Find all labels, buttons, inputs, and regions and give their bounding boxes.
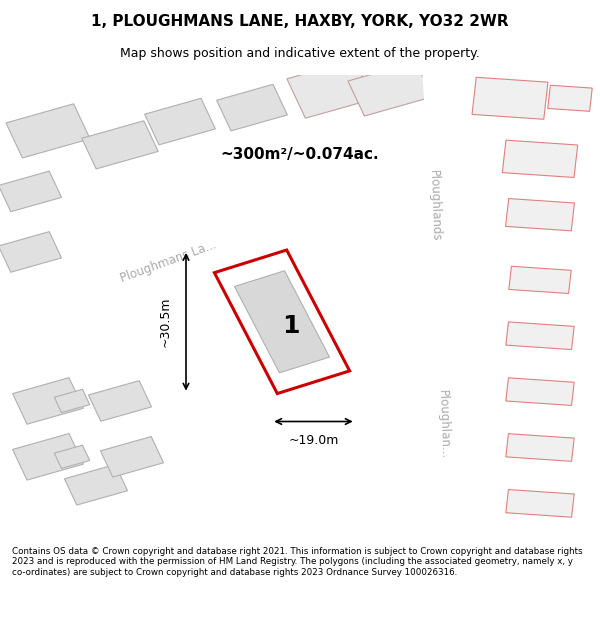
Polygon shape [506,489,574,518]
Polygon shape [548,85,592,111]
Polygon shape [82,121,158,169]
Polygon shape [88,381,152,421]
Polygon shape [348,62,432,116]
Polygon shape [13,434,83,480]
Polygon shape [0,232,62,272]
Polygon shape [64,464,128,505]
Text: Ploughlan...: Ploughlan... [436,389,452,459]
Polygon shape [506,199,574,231]
Text: 1: 1 [282,314,300,339]
Polygon shape [0,171,62,212]
Polygon shape [217,84,287,131]
Polygon shape [13,378,83,424]
Text: Ploughmans La...: Ploughmans La... [118,238,218,284]
Polygon shape [55,445,89,469]
Polygon shape [235,271,329,372]
Polygon shape [214,250,350,394]
Polygon shape [100,436,164,477]
Text: ~30.5m: ~30.5m [158,296,172,347]
Polygon shape [502,140,578,177]
Polygon shape [509,266,571,294]
Text: ~300m²/~0.074ac.: ~300m²/~0.074ac. [221,147,379,162]
Text: Map shows position and indicative extent of the property.: Map shows position and indicative extent… [120,48,480,61]
Polygon shape [506,378,574,406]
Polygon shape [145,98,215,145]
Text: ~19.0m: ~19.0m [288,434,338,447]
Polygon shape [506,322,574,349]
Polygon shape [472,78,548,119]
Polygon shape [55,389,89,412]
Text: Ploughlands: Ploughlands [427,169,443,241]
Polygon shape [287,60,373,118]
Text: 1, PLOUGHMANS LANE, HAXBY, YORK, YO32 2WR: 1, PLOUGHMANS LANE, HAXBY, YORK, YO32 2W… [91,14,509,29]
Polygon shape [506,434,574,461]
Text: Contains OS data © Crown copyright and database right 2021. This information is : Contains OS data © Crown copyright and d… [12,547,583,577]
Polygon shape [6,104,90,158]
